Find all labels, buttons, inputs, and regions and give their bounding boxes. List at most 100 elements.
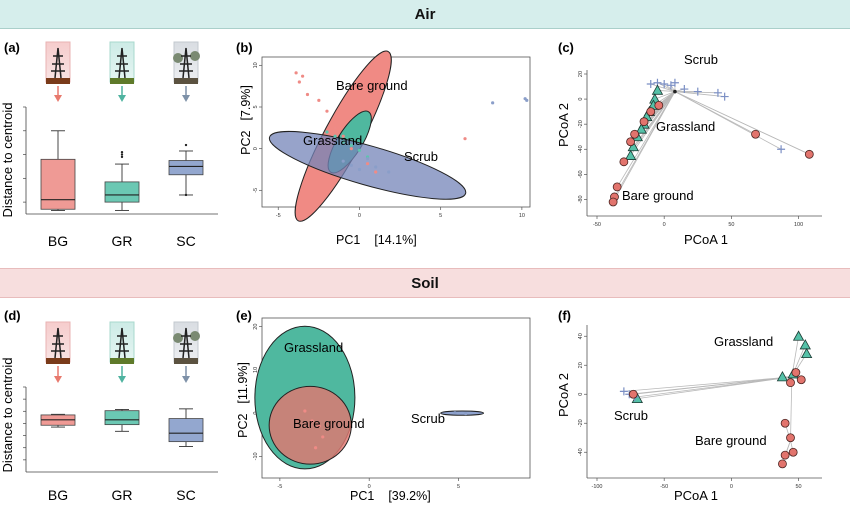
point-bare-ground-3 xyxy=(321,435,325,439)
point-bare-ground-22 xyxy=(646,107,656,117)
connector-line-c-27 xyxy=(616,91,676,188)
ylabel-b-name: PC2 xyxy=(239,131,253,155)
x-tick-label-e-2: 5 xyxy=(457,484,460,490)
point-bare-ground-25 xyxy=(626,137,635,147)
point-grassland-4 xyxy=(776,371,789,382)
ylabel-d: Distance to centroid xyxy=(0,358,15,473)
point-scrub-22 xyxy=(374,165,378,169)
group-label-grassland-b: Grassland xyxy=(303,133,362,148)
point-bare-ground-3 xyxy=(305,92,310,97)
point-bare-ground-12 xyxy=(786,378,795,388)
point-bare-ground-23 xyxy=(639,117,649,127)
group-label-bare-ground-f: Bare ground xyxy=(695,433,767,448)
group-label-scrub-e: Scrub xyxy=(411,411,445,426)
ylabel-b: PC2 [7.9%] xyxy=(239,85,253,155)
outlier-gr-2 xyxy=(120,150,124,154)
y-tick-label-c-5: -80 xyxy=(578,195,584,203)
point-scrub-5 xyxy=(680,85,689,94)
y-tick-label-f-2: 0 xyxy=(578,393,584,396)
ylabel-b-pct: [7.9%] xyxy=(239,85,253,120)
point-bare-ground-15 xyxy=(788,447,798,457)
point-bare-ground-8 xyxy=(349,147,353,151)
point-scrub-3 xyxy=(666,81,675,90)
site-icon-bg-soil xyxy=(45,321,71,383)
point-grassland-14 xyxy=(341,140,345,144)
y-tick-label-b-0: -5 xyxy=(253,188,259,193)
x-tick-label-b-1: 0 xyxy=(358,213,361,219)
category-label-sc-a: SC xyxy=(176,233,195,249)
point-bare-ground-16 xyxy=(780,450,790,460)
x-tick-label-f-3: 50 xyxy=(796,484,802,490)
y-tick-label-f-3: -20 xyxy=(578,419,584,427)
axes-c xyxy=(586,70,822,217)
y-tick-label-c-4: -60 xyxy=(578,170,584,178)
point-scrub-7 xyxy=(713,88,722,97)
point-bare-ground-31 xyxy=(804,149,814,159)
point-bare-ground-2 xyxy=(317,424,321,428)
connector-line-c-30 xyxy=(674,91,756,135)
box-sc xyxy=(168,160,204,176)
point-bare-ground-0 xyxy=(303,409,307,413)
panel-letter-d: (d) xyxy=(4,308,21,323)
panel-letter-e: (e) xyxy=(236,308,252,323)
panel-letter-f: (f) xyxy=(558,308,571,323)
point-scrub-0 xyxy=(646,80,655,89)
outlier-sc-1 xyxy=(184,193,188,197)
xlabel-f: PCoA 1 xyxy=(674,488,718,503)
point-grassland-15 xyxy=(349,143,353,147)
point-bare-ground-30 xyxy=(751,129,760,139)
point-bare-ground-9 xyxy=(365,162,370,166)
x-tick-label-f-0: -100 xyxy=(591,484,602,490)
section-header-air: Air xyxy=(0,0,850,29)
point-grassland-1 xyxy=(799,339,811,350)
panel-b: (b) PC2 [7.9%] -5 0 5 10 -5 0 5 10 Bare ground G… xyxy=(236,40,531,247)
point-bare-ground-6 xyxy=(333,126,337,130)
ellipse-scrub xyxy=(268,130,467,200)
box-gr xyxy=(104,410,140,426)
x-tick-label-c-3: 100 xyxy=(794,222,803,228)
x-tick-label-b-3: 10 xyxy=(519,213,525,219)
point-scrub-6 xyxy=(464,411,468,416)
group-label-scrub-c: Scrub xyxy=(684,52,718,67)
ylabel-e-pct: [11.9%] xyxy=(236,362,250,403)
y-tick-label-e-3: -10 xyxy=(253,452,259,460)
point-scrub-21 xyxy=(365,157,370,161)
y-tick-label-c-0: 20 xyxy=(578,71,584,77)
point-bare-ground-11 xyxy=(796,375,806,385)
connector-line-c-29 xyxy=(612,91,676,203)
connector-line-f-9 xyxy=(633,376,792,395)
category-label-bg-a: BG xyxy=(48,233,68,249)
group-label-bare-ground-e: Bare ground xyxy=(293,416,365,431)
panel-letter-b: (b) xyxy=(236,40,253,55)
point-scrub-23 xyxy=(387,170,391,174)
point-scrub-2 xyxy=(660,80,669,89)
xlabel-e-pct: [39.2%] xyxy=(388,489,430,503)
point-bare-ground-26 xyxy=(619,157,629,167)
x-tick-label-b-0: -5 xyxy=(276,213,281,219)
panel-e: (e) PC2[11.9%] -50520100-10 Grassland Ba… xyxy=(236,308,531,503)
connector-line-c-7 xyxy=(674,91,718,94)
site-icon-sc-air xyxy=(173,41,200,102)
point-bare-ground-0 xyxy=(294,71,298,75)
y-tick-label-e-1: 10 xyxy=(253,367,259,373)
panel-d: (d) Distance to centroid BG GR SC xyxy=(0,308,218,503)
centroid-c xyxy=(673,89,677,94)
x-tick-label-c-0: -50 xyxy=(593,222,601,228)
box-gr xyxy=(104,181,140,203)
point-scrub-26 xyxy=(525,98,529,102)
site-icon-gr-air xyxy=(109,41,135,102)
x-tick-label-f-2: 0 xyxy=(730,484,733,490)
ylabel-e: PC2 [11.9%] xyxy=(236,362,250,438)
connector-line-f-8 xyxy=(634,376,792,398)
box-sc xyxy=(168,418,204,443)
outlier-gr-0 xyxy=(120,155,124,159)
xlabel-c: PCoA 1 xyxy=(684,232,728,247)
y-tick-label-f-1: 20 xyxy=(578,362,584,368)
connector-line-f-hubs xyxy=(790,376,793,441)
y-tick-label-b-2: 5 xyxy=(253,105,259,108)
y-tick-label-e-0: 20 xyxy=(253,324,259,330)
xlabel-e: PC1 [39.2%] xyxy=(350,489,431,503)
connector-line-c-0 xyxy=(650,83,676,92)
category-label-gr-d: GR xyxy=(112,487,133,503)
